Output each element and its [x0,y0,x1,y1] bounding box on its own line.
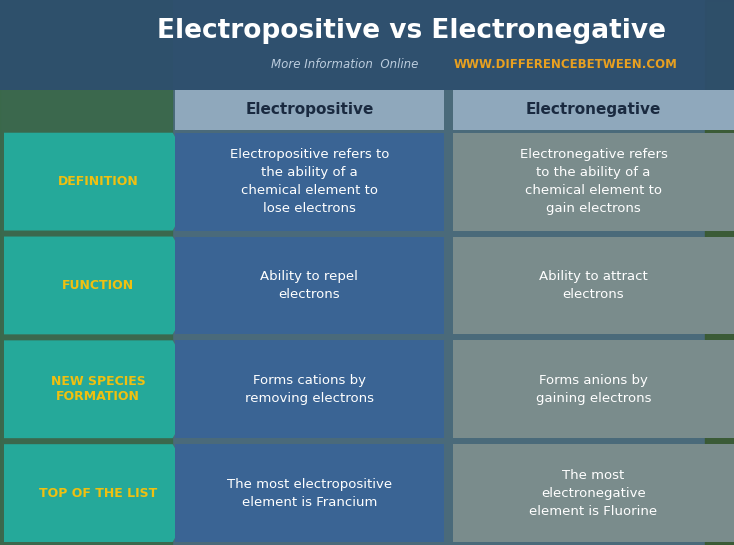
Text: DEFINITION: DEFINITION [58,175,139,188]
Bar [175,444,444,542]
Text: TOP OF THE LIST: TOP OF THE LIST [39,487,157,500]
Polygon shape [697,0,734,545]
Polygon shape [4,444,200,542]
Text: Electropositive refers to
the ability of a
chemical element to
lose electrons: Electropositive refers to the ability of… [230,148,389,215]
Bar [453,133,734,231]
Text: Electronegative refers
to the ability of a
chemical element to
gain electrons: Electronegative refers to the ability of… [520,148,667,215]
Bar [175,90,444,130]
Text: Forms anions by
gaining electrons: Forms anions by gaining electrons [536,374,651,405]
Text: Ability to repel
electrons: Ability to repel electrons [261,270,358,301]
Text: NEW SPECIES
FORMATION: NEW SPECIES FORMATION [51,376,145,403]
Bar [705,0,734,545]
Text: The most
electronegative
element is Fluorine: The most electronegative element is Fluo… [529,469,658,518]
Text: FUNCTION: FUNCTION [62,279,134,292]
Polygon shape [4,133,200,231]
Text: Electropositive: Electropositive [245,102,374,117]
Bar [453,237,734,334]
Bar [175,133,444,231]
Bar [175,341,444,438]
Text: Forms cations by
removing electrons: Forms cations by removing electrons [245,374,374,405]
Bar [453,444,734,542]
Polygon shape [4,341,200,438]
Text: Electropositive vs Electronegative: Electropositive vs Electronegative [156,19,666,45]
Text: More Information  Online: More Information Online [272,58,418,71]
Text: The most electropositive
element is Francium: The most electropositive element is Fran… [227,477,392,508]
Bar [175,237,444,334]
Bar [0,0,734,90]
Text: Ability to attract
electrons: Ability to attract electrons [539,270,648,301]
Text: Electronegative: Electronegative [526,102,661,117]
Polygon shape [4,237,200,334]
Bar [453,90,734,130]
Polygon shape [0,0,169,545]
Text: WWW.DIFFERENCEBETWEEN.COM: WWW.DIFFERENCEBETWEEN.COM [453,58,677,71]
Bar [453,341,734,438]
Bar [0,0,172,545]
